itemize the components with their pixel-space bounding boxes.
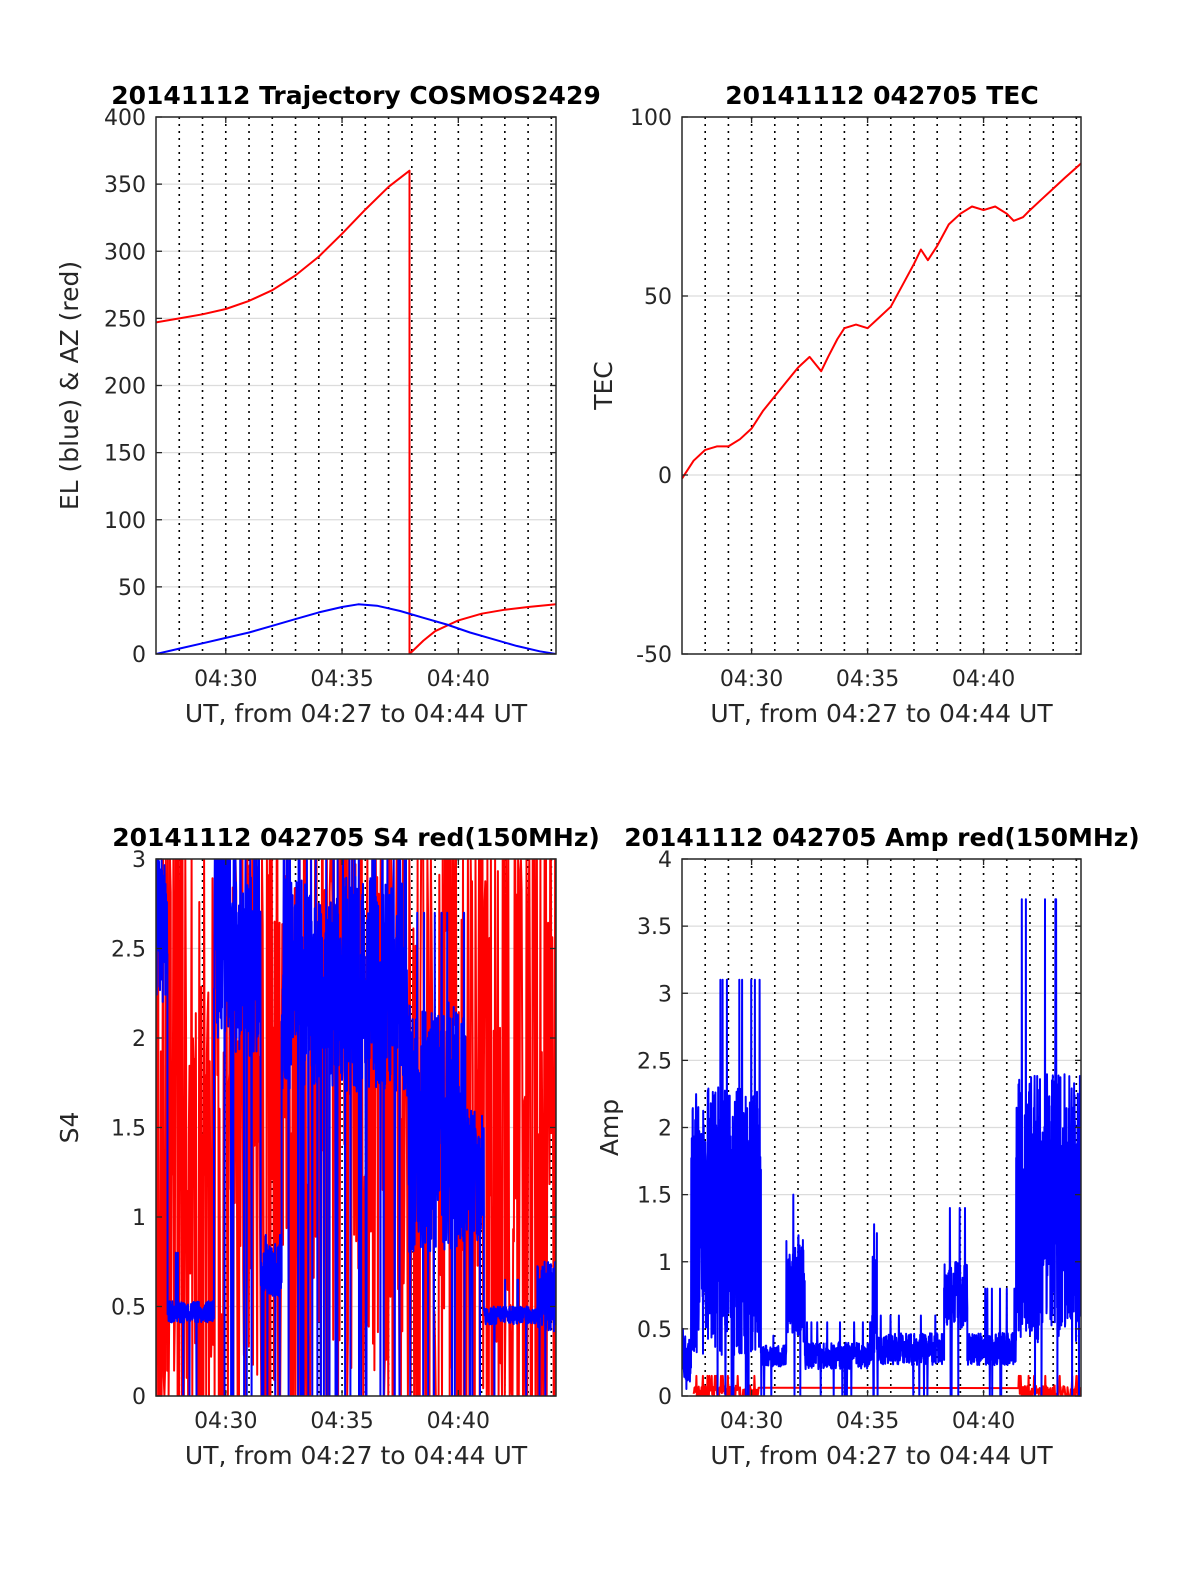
chart-4: 0 0.5 1 1.5 2 2.5 3 3.5 4 04:30 04:35 04:40 20141112… (595, 823, 1140, 1470)
x-tick-label: 04:30 (194, 667, 257, 692)
y-tick-label: 300 (104, 240, 146, 265)
x-tick-label: 04:35 (310, 1409, 373, 1434)
plot-area (682, 898, 1081, 1396)
y-tick-label: 0 (658, 464, 672, 489)
series-2-line (156, 859, 556, 1396)
axes-frame (681, 116, 1082, 655)
x-tick-label: 04:30 (194, 1409, 257, 1434)
y-tick-label: 0 (132, 1385, 146, 1410)
chart-title: 20141112 042705 Amp red(150MHz) (624, 823, 1140, 852)
y-tick-label: 150 (104, 442, 146, 467)
y-tick-label: 200 (104, 375, 146, 400)
y-axis-label: Amp (595, 1099, 624, 1156)
y-tick-label: 1.5 (637, 1184, 672, 1209)
y-tick-label: 0.5 (637, 1318, 672, 1343)
series-1-line (692, 1374, 1081, 1396)
x-axis-label: UT, from 04:27 to 04:44 UT (710, 1441, 1053, 1470)
y-tick-label: 350 (104, 173, 146, 198)
x-axis-label: UT, from 04:27 to 04:44 UT (710, 699, 1053, 728)
series-2-line (682, 898, 1081, 1396)
y-axis-label: EL (blue) & AZ (red) (55, 261, 84, 510)
y-tick-label: 0 (132, 643, 146, 668)
y-tick-label: 2.5 (111, 938, 146, 963)
x-tick-label: 04:40 (427, 1409, 490, 1434)
x-tick-label: 04:30 (720, 667, 783, 692)
x-tick-label: 04:40 (952, 1409, 1015, 1434)
x-tick-label: 04:35 (836, 667, 899, 692)
y-tick-label: 1 (132, 1206, 146, 1231)
y-tick-label: 2 (132, 1027, 146, 1052)
y-axis-label: S4 (55, 1112, 84, 1144)
y-tick-label: -50 (636, 643, 672, 668)
y-tick-label: 50 (118, 576, 146, 601)
chart-title: 20141112 042705 TEC (725, 81, 1038, 110)
x-tick-label: 04:35 (310, 667, 373, 692)
y-tick-label: 2.5 (637, 1049, 672, 1074)
y-tick-label: 0 (658, 1385, 672, 1410)
y-tick-label: 100 (630, 106, 672, 131)
y-tick-label: 1 (658, 1251, 672, 1276)
x-tick-label: 04:30 (720, 1409, 783, 1434)
series-1-line (156, 169, 556, 654)
chart-1: 0 50 100 150 200 250 300 350 400 04:30 04:35 04:40 2… (55, 81, 601, 728)
y-tick-label: 2 (658, 1117, 672, 1142)
y-tick-label: 1.5 (111, 1117, 146, 1142)
chart-3: 0 0.5 1 1.5 2 2.5 3 04:30 04:35 04:40 20141112 042… (55, 823, 600, 1470)
y-tick-label: 3.5 (637, 915, 672, 940)
y-tick-label: 4 (658, 848, 672, 873)
y-tick-label: 3 (658, 982, 672, 1007)
plot-area (156, 169, 556, 654)
x-axis-label: UT, from 04:27 to 04:44 UT (185, 699, 528, 728)
y-tick-label: 250 (104, 307, 146, 332)
series-1-line (682, 162, 1081, 480)
y-tick-label: 3 (132, 848, 146, 873)
x-tick-label: 04:40 (427, 667, 490, 692)
y-tick-label: 50 (644, 285, 672, 310)
chart-title: 20141112 Trajectory COSMOS2429 (111, 81, 601, 110)
y-tick-label: 400 (104, 106, 146, 131)
series-2-line (156, 603, 556, 654)
chart-title: 20141112 042705 S4 red(150MHz) (112, 823, 600, 852)
x-axis-label: UT, from 04:27 to 04:44 UT (185, 1441, 528, 1470)
plot-area (156, 859, 556, 1396)
plot-area (682, 162, 1081, 480)
y-tick-label: 0.5 (111, 1296, 146, 1321)
y-axis-label: TEC (589, 361, 618, 411)
y-tick-label: 100 (104, 509, 146, 534)
chart-2: -50 0 50 100 04:30 04:35 04:40 20141112 042705 … (589, 81, 1082, 728)
x-tick-label: 04:40 (952, 667, 1015, 692)
x-tick-label: 04:35 (836, 1409, 899, 1434)
